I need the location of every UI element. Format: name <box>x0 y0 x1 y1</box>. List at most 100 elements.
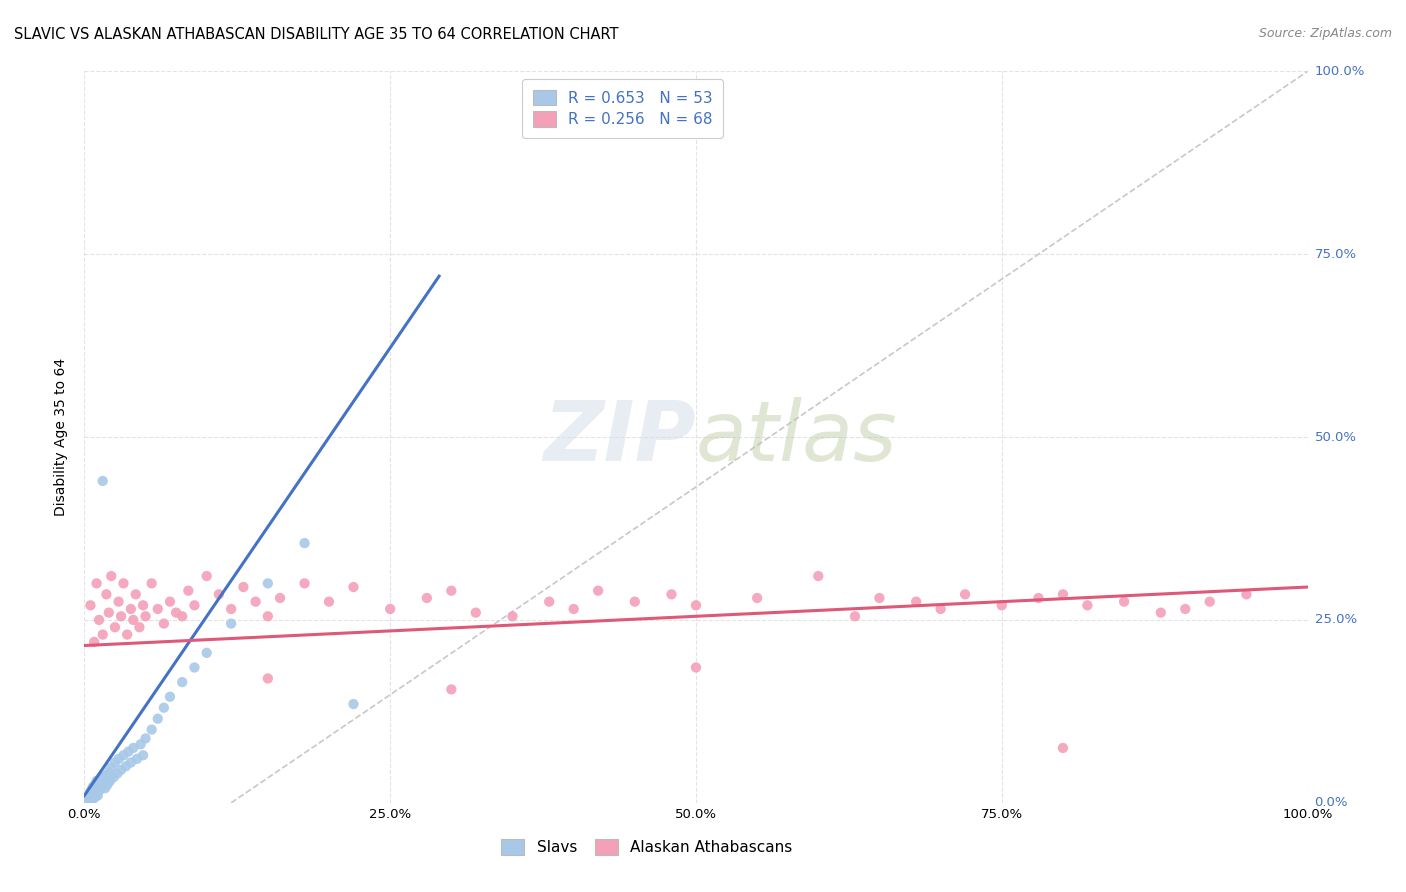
Point <box>84 789 107 804</box>
Point <box>100 569 122 583</box>
Point <box>125 752 148 766</box>
Point <box>86 773 108 788</box>
Point <box>257 672 280 686</box>
Point <box>245 594 267 608</box>
Point <box>91 775 114 789</box>
Point <box>146 712 169 726</box>
Point <box>128 620 150 634</box>
Point <box>685 660 707 674</box>
Point <box>86 576 108 591</box>
Text: 0.0%: 0.0% <box>1315 797 1348 809</box>
Point <box>257 576 280 591</box>
Point <box>112 576 135 591</box>
Point <box>93 770 115 784</box>
Point <box>172 675 194 690</box>
Point <box>624 594 647 608</box>
Point <box>440 682 463 697</box>
Point <box>165 606 187 620</box>
Point <box>83 635 105 649</box>
Point <box>135 731 157 746</box>
Text: SLAVIC VS ALASKAN ATHABASCAN DISABILITY AGE 35 TO 64 CORRELATION CHART: SLAVIC VS ALASKAN ATHABASCAN DISABILITY … <box>14 27 619 42</box>
Point <box>132 748 155 763</box>
Point <box>1174 602 1197 616</box>
Text: 25.0%: 25.0% <box>1315 614 1357 626</box>
Point <box>122 613 145 627</box>
Point <box>1234 587 1257 601</box>
Point <box>98 773 121 788</box>
Point <box>318 594 340 608</box>
Point <box>91 627 114 641</box>
Point <box>96 587 118 601</box>
Point <box>685 599 707 613</box>
Point <box>87 777 110 792</box>
Point <box>103 770 125 784</box>
Point <box>416 591 439 605</box>
Point <box>219 602 242 616</box>
Point <box>232 580 254 594</box>
Point <box>146 602 169 616</box>
Point <box>112 748 135 763</box>
Text: ZIP: ZIP <box>543 397 696 477</box>
Point <box>159 594 181 608</box>
Point <box>747 591 769 605</box>
Point <box>135 609 157 624</box>
Point <box>115 759 138 773</box>
Point <box>91 474 114 488</box>
Text: 75.0%: 75.0% <box>1315 248 1357 260</box>
Point <box>380 602 402 616</box>
Point <box>110 763 132 777</box>
Point <box>97 606 120 620</box>
Y-axis label: Disability Age 35 to 64: Disability Age 35 to 64 <box>55 358 69 516</box>
Point <box>107 752 129 766</box>
Point <box>905 594 928 608</box>
Point <box>129 737 152 751</box>
Point <box>869 591 891 605</box>
Point <box>115 627 138 641</box>
Text: atlas: atlas <box>696 397 897 477</box>
Point <box>96 768 118 782</box>
Point <box>83 787 105 801</box>
Point <box>440 583 463 598</box>
Point <box>89 782 111 797</box>
Legend: Slavs, Alaskan Athabascans: Slavs, Alaskan Athabascans <box>492 830 801 864</box>
Point <box>84 777 107 792</box>
Point <box>87 789 110 803</box>
Point <box>342 697 364 711</box>
Point <box>107 594 129 608</box>
Point <box>117 745 139 759</box>
Point <box>1114 594 1136 608</box>
Point <box>929 602 952 616</box>
Point <box>94 781 117 796</box>
Point <box>990 599 1012 613</box>
Point <box>464 606 486 620</box>
Point <box>183 660 205 674</box>
Point <box>257 609 280 624</box>
Point <box>110 609 132 624</box>
Point <box>172 609 194 624</box>
Point <box>132 599 155 613</box>
Point <box>1150 606 1173 620</box>
Point <box>82 780 104 794</box>
Point <box>120 756 142 770</box>
Point <box>208 587 231 601</box>
Point <box>195 569 218 583</box>
Point <box>104 756 127 770</box>
Point <box>661 587 683 601</box>
Point <box>1076 599 1098 613</box>
Point <box>183 599 205 613</box>
Point <box>83 781 105 796</box>
Point <box>77 792 100 806</box>
Point <box>562 602 585 616</box>
Point <box>97 777 120 792</box>
Point <box>159 690 181 704</box>
Point <box>195 646 218 660</box>
Point <box>1052 587 1074 601</box>
Point <box>80 782 103 797</box>
Point <box>269 591 291 605</box>
Point <box>79 599 101 613</box>
Point <box>294 536 316 550</box>
Point <box>153 616 176 631</box>
Point <box>86 785 108 799</box>
Point <box>90 780 112 794</box>
Point <box>89 772 111 787</box>
